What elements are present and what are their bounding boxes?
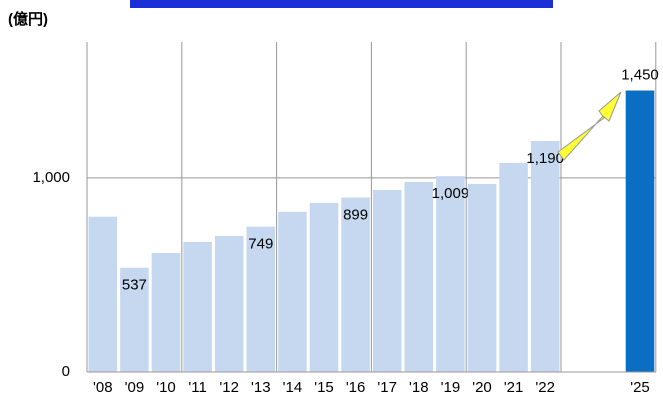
arrow	[557, 91, 622, 161]
x-tick-label: '17	[377, 379, 397, 396]
bar	[309, 202, 339, 372]
value-label: 1,190	[526, 150, 564, 167]
value-label: 749	[248, 236, 273, 253]
x-tick-label: '13	[251, 379, 271, 396]
bar	[88, 216, 118, 372]
bar	[120, 267, 149, 372]
value-label: 1,009	[432, 185, 470, 202]
bar	[183, 241, 212, 372]
chart-title: (億円)	[8, 10, 48, 28]
bar	[625, 90, 655, 372]
x-tick-label: '15	[314, 379, 334, 396]
y-tick-label: 0	[62, 363, 70, 380]
bar	[341, 197, 370, 372]
x-tick-label: '12	[219, 379, 239, 396]
x-tick-label: '09	[125, 379, 145, 396]
y-tick-label: 1,000	[32, 169, 70, 186]
bar	[404, 181, 434, 372]
x-tick-label: '10	[156, 379, 176, 396]
bar	[278, 211, 307, 372]
x-tick-label: '19	[441, 379, 461, 396]
x-tick-label: '20	[472, 379, 492, 396]
bar	[151, 253, 181, 372]
value-label: 537	[122, 277, 147, 294]
x-tick-label: '08	[93, 379, 113, 396]
x-tick-label: '11	[188, 379, 206, 396]
bar	[530, 141, 560, 372]
value-label: 1,450	[621, 66, 659, 83]
bar	[214, 235, 244, 372]
bar	[246, 226, 276, 372]
bar	[467, 183, 497, 372]
bar	[499, 162, 528, 372]
value-label: 899	[343, 206, 368, 223]
x-tick-label: '21	[504, 379, 524, 396]
x-tick-label: '18	[409, 379, 429, 396]
x-tick-label: '22	[535, 379, 555, 396]
x-tick-label: '25	[630, 379, 650, 396]
bar	[372, 189, 402, 372]
banner	[130, 0, 553, 8]
x-tick-label: '14	[283, 379, 303, 396]
bar	[436, 176, 465, 372]
x-tick-label: '16	[346, 379, 366, 396]
